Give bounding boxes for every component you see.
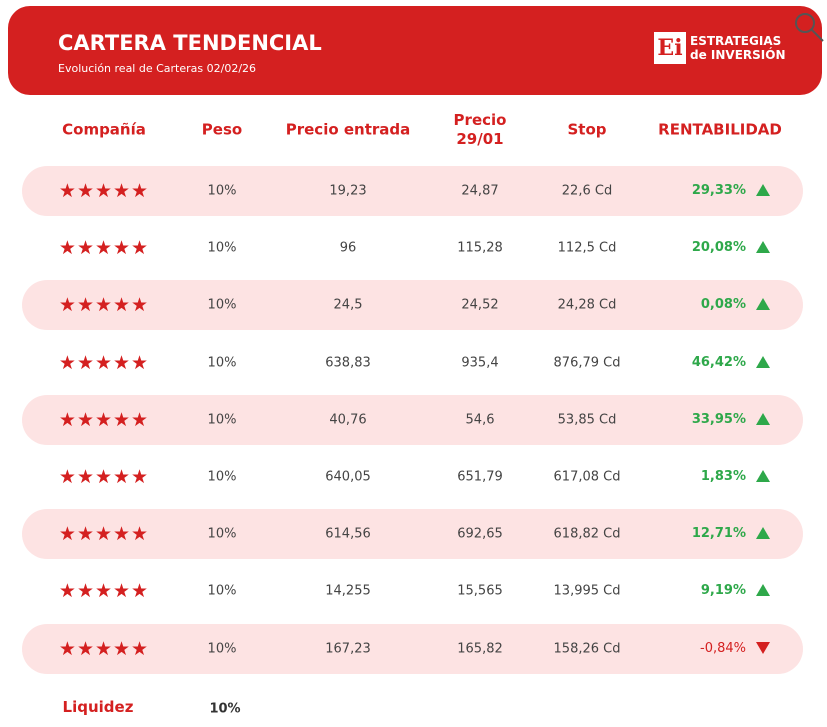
column-header: Compañía [62, 120, 146, 139]
arrow [756, 527, 770, 540]
column-header: Peso [201, 120, 243, 139]
cell: 22,6 Cd [561, 183, 613, 199]
return: 46,42% [691, 354, 746, 370]
header-line: Precio [453, 111, 507, 129]
row-band [22, 394, 803, 445]
cell: 24,52 [461, 297, 499, 313]
arrow-up [756, 527, 770, 540]
company-stars: ★★★★★ [58, 580, 150, 603]
cell: 115,28 [457, 240, 503, 256]
cell: 10% [207, 526, 237, 542]
column-header: Precio 29/01 [454, 111, 507, 149]
row-band [22, 623, 803, 674]
company-stars: ★★★★★ [58, 523, 150, 546]
cell: 10% [207, 641, 237, 657]
cell: 10% [207, 469, 237, 485]
return: 33,95% [691, 411, 746, 427]
cell: 96 [339, 240, 357, 256]
title: CARTERA TENDENCIAL [58, 31, 322, 55]
arrow-up [756, 470, 770, 482]
arrow-up [756, 184, 770, 196]
cell: 167,23 [325, 641, 371, 657]
logo-mark: Ei [654, 32, 686, 64]
arrow [756, 355, 770, 368]
footer-label: Liquidez [62, 698, 134, 716]
header-banner [8, 6, 822, 95]
arrow [756, 298, 770, 311]
column-header: Stop [567, 120, 607, 139]
arrow-up [756, 241, 770, 254]
cell: 10% [207, 297, 237, 313]
cell: 14,255 [325, 583, 371, 599]
column-header: RENTABILIDAD [658, 120, 782, 139]
row-band [22, 509, 803, 560]
cell: 165,82 [457, 641, 503, 657]
return: 20,08% [691, 240, 746, 256]
company-stars: ★★★★★ [58, 237, 150, 260]
cell: 614,56 [325, 526, 371, 542]
footer-weight: 10% [209, 701, 241, 717]
cell: 692,65 [457, 526, 503, 542]
arrow-up [756, 412, 770, 425]
company-stars: ★★★★★ [58, 351, 150, 374]
logo-text: ESTRATEGIAS de INVERSIÓN [690, 34, 786, 62]
cell: 617,08 Cd [553, 469, 621, 485]
cell: 24,87 [461, 183, 499, 199]
cell: 651,79 [457, 469, 503, 485]
return: 0,08% [700, 297, 746, 313]
cell: 19,23 [329, 183, 367, 199]
logo-line: ESTRATEGIAS [690, 34, 782, 48]
cell: 10% [207, 412, 237, 428]
company-stars: ★★★★★ [58, 466, 150, 488]
cell: 24,5 [333, 297, 363, 313]
arrow [756, 184, 770, 196]
search-icon[interactable] [793, 10, 827, 44]
subtitle: Evolución real de Carteras 02/02/26 [58, 62, 257, 75]
arrow [756, 470, 770, 482]
return: 9,19% [700, 583, 746, 599]
arrow [756, 584, 770, 597]
arrow-up [756, 298, 770, 311]
row-band [22, 166, 803, 216]
cell: 935,4 [461, 355, 499, 371]
return: 12,71% [691, 526, 746, 542]
cell: 158,26 Cd [553, 641, 621, 657]
cell: 10% [207, 355, 237, 371]
arrow [756, 641, 770, 654]
arrow-up [756, 355, 770, 368]
cell: 876,79 Cd [553, 355, 621, 371]
cell: 638,83 [325, 355, 371, 371]
company-stars: ★★★★★ [58, 637, 150, 660]
cell: 112,5 Cd [557, 240, 617, 256]
cell: 640,05 [325, 469, 371, 485]
company-stars: ★★★★★ [58, 408, 150, 431]
cell: 15,565 [457, 583, 503, 599]
arrow [756, 412, 770, 425]
cell: 53,85 Cd [557, 412, 617, 428]
company-stars: ★★★★★ [58, 294, 150, 317]
cell: 24,28 Cd [557, 297, 617, 313]
column-header: Precio entrada [285, 120, 411, 139]
cell: 13,995 Cd [553, 583, 621, 599]
return: 29,33% [691, 183, 746, 198]
return: -0,84% [700, 640, 746, 656]
header-line: 29/01 [456, 130, 504, 148]
row-band [22, 280, 803, 331]
cell: 10% [207, 583, 237, 599]
cell: 54,6 [465, 412, 495, 428]
arrow-up [756, 584, 770, 597]
logo-line: de INVERSIÓN [690, 48, 786, 62]
arrow [756, 241, 770, 254]
company-stars: ★★★★★ [58, 180, 150, 202]
arrow-down [756, 641, 770, 654]
cell: 10% [207, 183, 237, 199]
cell: 618,82 Cd [553, 526, 621, 542]
return: 1,83% [700, 469, 746, 484]
cell: 40,76 [329, 412, 367, 428]
cell: 10% [207, 240, 237, 256]
